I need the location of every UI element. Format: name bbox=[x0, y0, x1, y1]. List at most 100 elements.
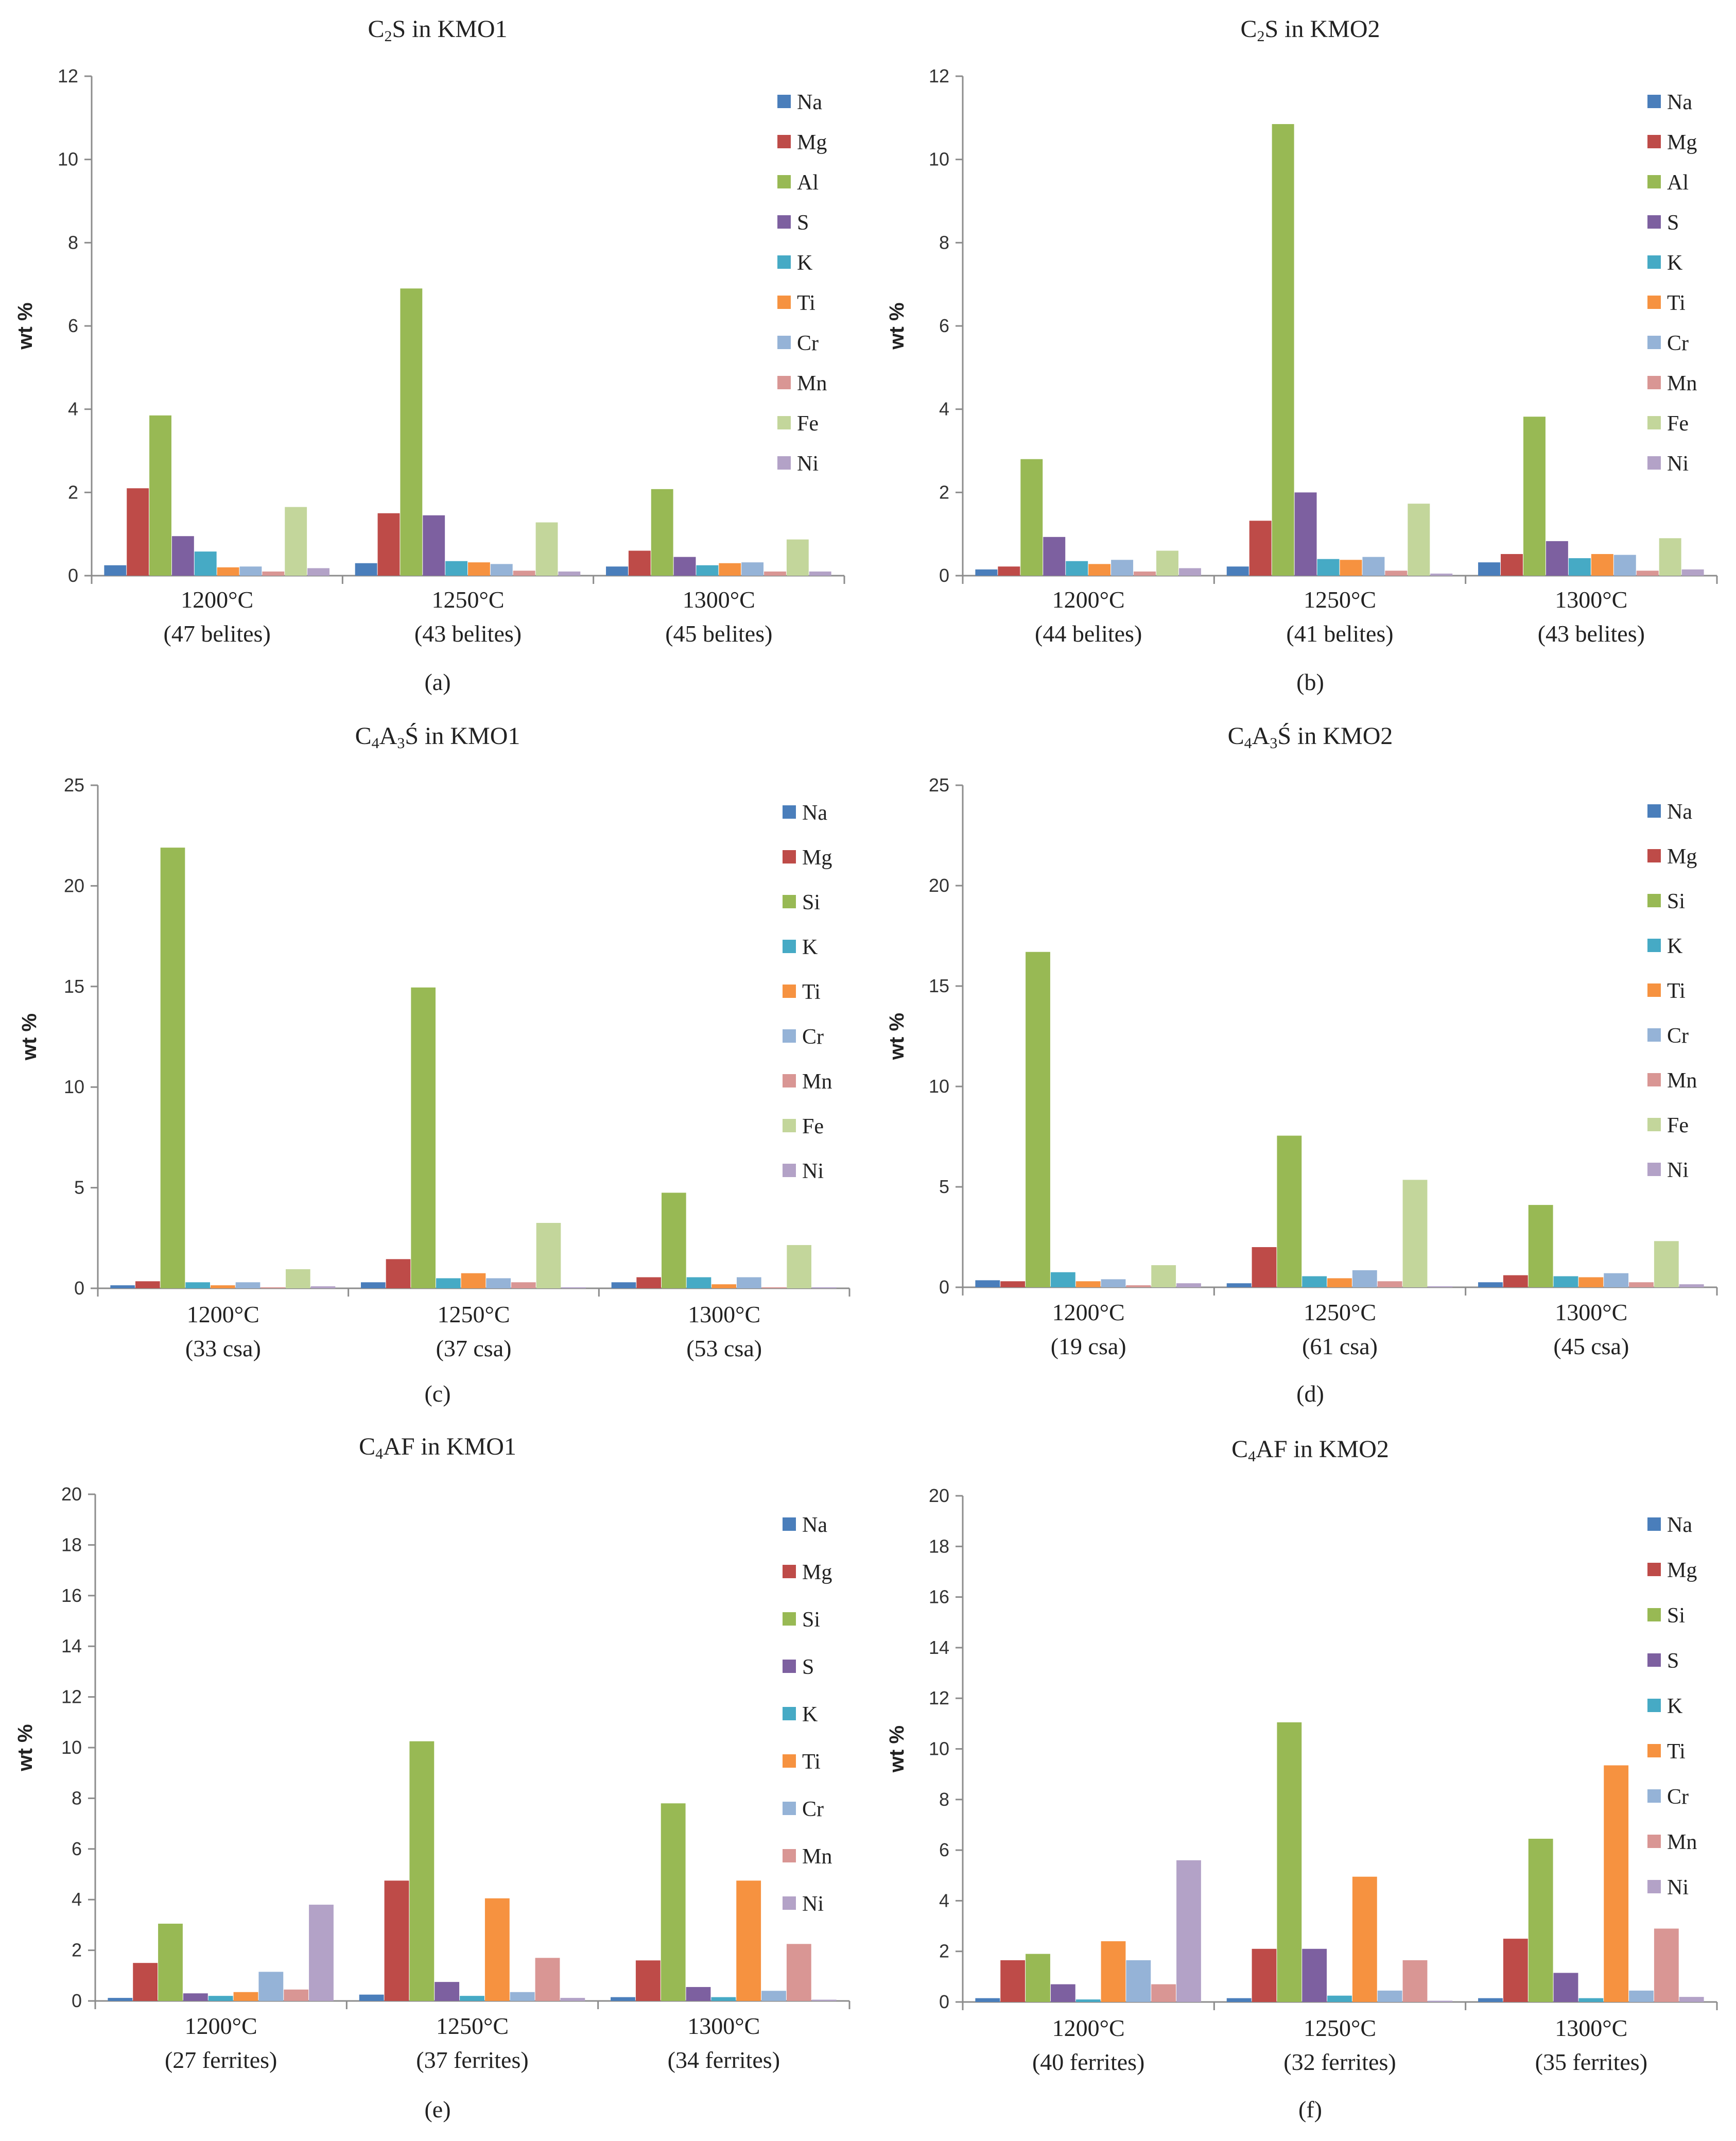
y-tick-label: 8 bbox=[939, 232, 949, 253]
legend-label-ti: Ti bbox=[797, 291, 815, 315]
y-tick-label: 12 bbox=[929, 1687, 949, 1708]
legend-swatch-ti bbox=[1647, 983, 1661, 997]
legend-label-na: Na bbox=[1667, 800, 1692, 824]
bar-na-1200c bbox=[104, 565, 127, 576]
legend-swatch-si bbox=[783, 895, 796, 908]
legend: Na Mg Al SK Ti Cr Mn Fe Ni bbox=[1647, 91, 1697, 476]
y-tick-label: 5 bbox=[74, 1177, 84, 1198]
bar-ti-1250c bbox=[1327, 1278, 1352, 1287]
bar-ti-1300c bbox=[1591, 554, 1613, 576]
legend-swatch-s bbox=[777, 215, 791, 229]
bar-na-1300c bbox=[1478, 1998, 1503, 2002]
y-tick-label: 0 bbox=[72, 1990, 82, 2011]
bar-ni-1300c bbox=[1681, 569, 1704, 576]
bar-mg-1300c bbox=[635, 1960, 661, 2001]
bar-ni-1300c bbox=[1679, 1997, 1704, 2002]
bar-ni-1200c bbox=[307, 568, 329, 576]
bar-fe-1200c bbox=[1151, 1265, 1176, 1287]
bar-na-1250c bbox=[1226, 1998, 1252, 2002]
bar-mg-1300c bbox=[1501, 554, 1523, 576]
bar-si-1200c bbox=[1026, 1954, 1050, 2002]
bar-cr-1200c bbox=[239, 566, 262, 576]
legend-label-ni: Ni bbox=[1667, 1159, 1689, 1182]
legend-swatch-ti bbox=[1647, 1744, 1661, 1757]
legend-swatch-si bbox=[783, 1612, 796, 1626]
bar-cr-1200c bbox=[1111, 560, 1134, 576]
legend: Na Mg Si K Ti Cr Mn Fe Ni bbox=[783, 801, 832, 1183]
x-category-count: (61 csa) bbox=[1302, 1333, 1378, 1359]
legend-swatch-mg bbox=[783, 850, 796, 864]
legend-swatch-mg bbox=[1647, 1563, 1661, 1576]
bar-na-1200c bbox=[110, 1285, 135, 1288]
legend-label-mg: Mg bbox=[1667, 131, 1697, 154]
legend-swatch-na bbox=[1647, 1517, 1661, 1531]
y-tick-label: 10 bbox=[61, 1737, 82, 1758]
bar-cr-1250c bbox=[510, 1992, 535, 2001]
y-axis-label: wt % bbox=[14, 302, 37, 350]
legend-swatch-ti bbox=[783, 985, 796, 998]
y-tick-label: 2 bbox=[939, 1941, 949, 1962]
bar-cr-1300c bbox=[741, 562, 764, 576]
legend-label-fe: Fe bbox=[1667, 412, 1689, 436]
bar-mg-1200c bbox=[133, 1963, 158, 2001]
bar-k-1300c bbox=[696, 565, 719, 576]
bar-mn-1250c bbox=[511, 1282, 536, 1288]
x-category-count: (53 csa) bbox=[686, 1335, 762, 1361]
y-tick-label: 10 bbox=[929, 1738, 949, 1759]
title-subscript: 3 bbox=[397, 735, 405, 752]
chart-title-e: C4AF in KMO1 bbox=[359, 1433, 516, 1462]
legend-label-s: S bbox=[797, 211, 809, 235]
bar-fe-1250c bbox=[1408, 504, 1430, 576]
bar-ni-1250c bbox=[1428, 2000, 1453, 2002]
bar-si-1250c bbox=[1277, 1722, 1302, 2002]
chart-title-d: C4A3Ś in KMO2 bbox=[1228, 722, 1393, 752]
bar-ti-1250c bbox=[1352, 1876, 1377, 2002]
x-category-temp: 1250°C bbox=[436, 2013, 509, 2039]
legend-label-ti: Ti bbox=[802, 1750, 821, 1774]
bar-mn-1250c bbox=[1377, 1281, 1402, 1287]
bar-ti-1300c bbox=[711, 1284, 736, 1288]
y-tick-label: 6 bbox=[939, 1839, 949, 1860]
y-tick-label: 20 bbox=[929, 1485, 949, 1506]
legend-swatch-ni bbox=[777, 456, 791, 470]
bar-k-1250c bbox=[1302, 1276, 1327, 1287]
y-tick-label: 12 bbox=[929, 65, 949, 87]
bar-na-1300c bbox=[611, 1997, 635, 2001]
legend-label-mn: Mn bbox=[797, 372, 827, 395]
y-tick-label: 18 bbox=[929, 1535, 949, 1557]
legend-swatch-s bbox=[1647, 1653, 1661, 1667]
y-tick-label: 4 bbox=[68, 399, 78, 420]
bar-ti-1200c bbox=[1088, 564, 1111, 576]
bar-al-1250c bbox=[1272, 124, 1294, 576]
legend-swatch-ni bbox=[1647, 1163, 1661, 1176]
title-subscript: 3 bbox=[1270, 735, 1277, 752]
bar-ti-1200c bbox=[1101, 1941, 1126, 2002]
bar-k-1250c bbox=[1327, 1995, 1352, 2002]
bar-mg-1300c bbox=[636, 1277, 661, 1288]
bar-s-1200c bbox=[1043, 537, 1066, 576]
y-axis-label: wt % bbox=[886, 302, 908, 350]
legend-label-s: S bbox=[1667, 211, 1679, 235]
legend-swatch-k bbox=[1647, 255, 1661, 269]
bar-mn-1250c bbox=[513, 571, 535, 576]
bar-k-1250c bbox=[436, 1278, 461, 1288]
bar-si-1250c bbox=[409, 1741, 435, 2001]
title-subscript: 4 bbox=[375, 1445, 383, 1462]
bar-ni-1200c bbox=[1178, 568, 1201, 576]
bar-ti-1200c bbox=[217, 567, 239, 576]
x-category-count: (43 belites) bbox=[1538, 620, 1645, 647]
legend-label-mn: Mn bbox=[1667, 1069, 1697, 1093]
title-part: C bbox=[359, 1433, 375, 1460]
bar-cr-1300c bbox=[1629, 1990, 1654, 2002]
bar-fe-1300c bbox=[1654, 1241, 1679, 1287]
legend-swatch-k bbox=[777, 255, 791, 269]
title-part: S in KMO2 bbox=[1264, 15, 1380, 43]
x-category-temp: 1300°C bbox=[687, 2013, 760, 2039]
bar-cr-1250c bbox=[490, 564, 513, 576]
bar-si-1200c bbox=[1026, 952, 1050, 1287]
bar-ti-1250c bbox=[1340, 560, 1362, 576]
legend: Na Mg Si S K Ti Cr Mn Ni bbox=[783, 1513, 832, 1916]
panel-label: (c) bbox=[424, 1380, 450, 1407]
